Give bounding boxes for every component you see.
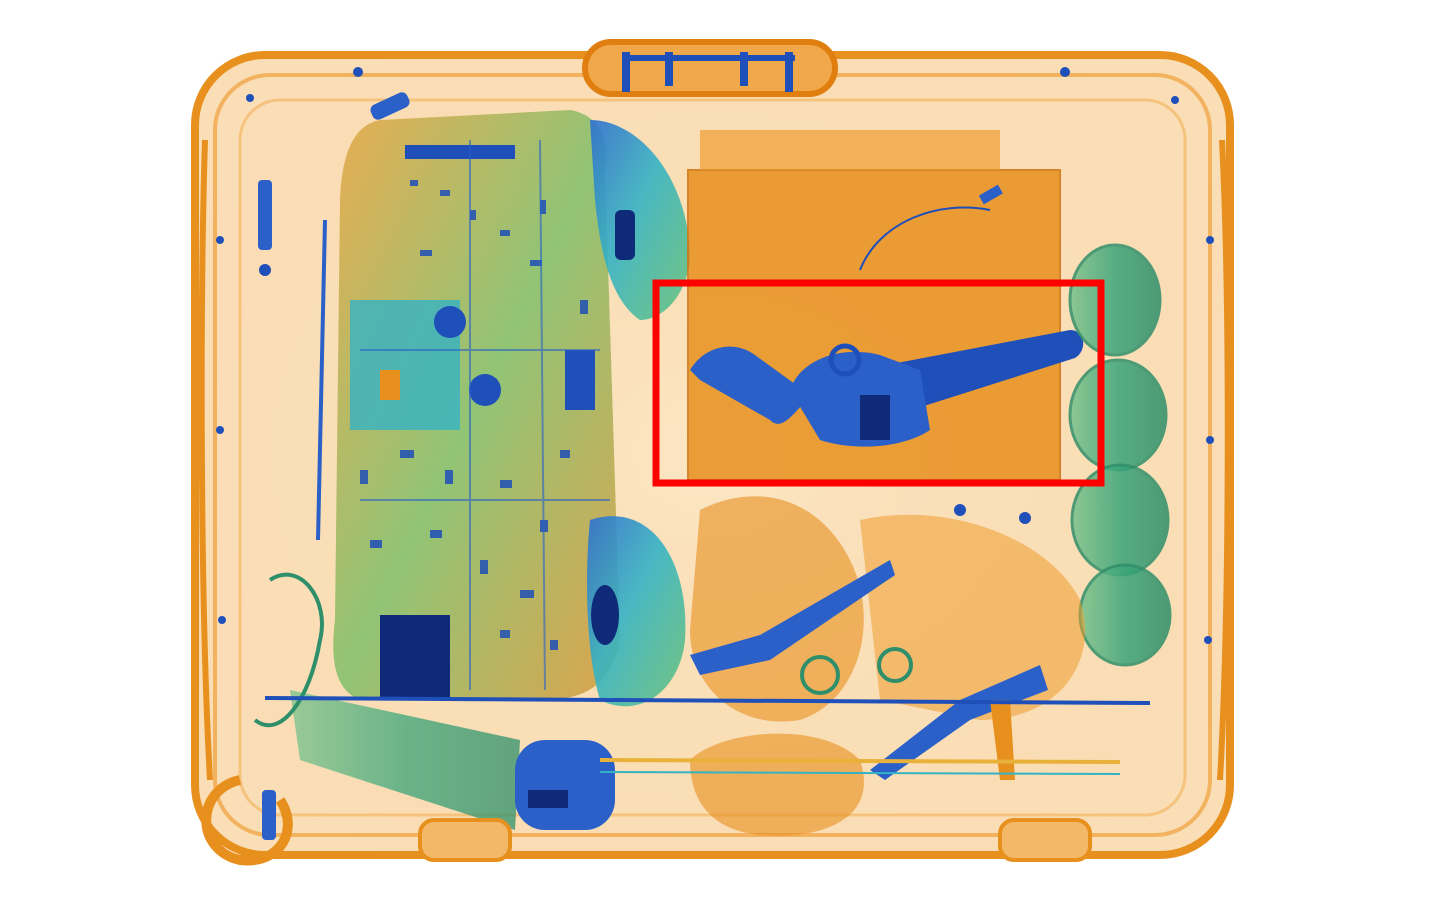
metal-tools (690, 504, 1048, 780)
canisters-stack (1068, 243, 1172, 667)
suitcase-handle (582, 39, 838, 97)
strap-bag (253, 572, 615, 830)
left-zip-mechanism (201, 92, 410, 866)
threat-detection-box (652, 279, 1105, 487)
shoe-upper (590, 120, 690, 320)
bottom-rails (264, 696, 1151, 775)
revolver (690, 330, 1084, 447)
suitcase-feet (418, 818, 1092, 862)
shoe-lower (587, 516, 686, 707)
circuit-board (333, 110, 620, 700)
